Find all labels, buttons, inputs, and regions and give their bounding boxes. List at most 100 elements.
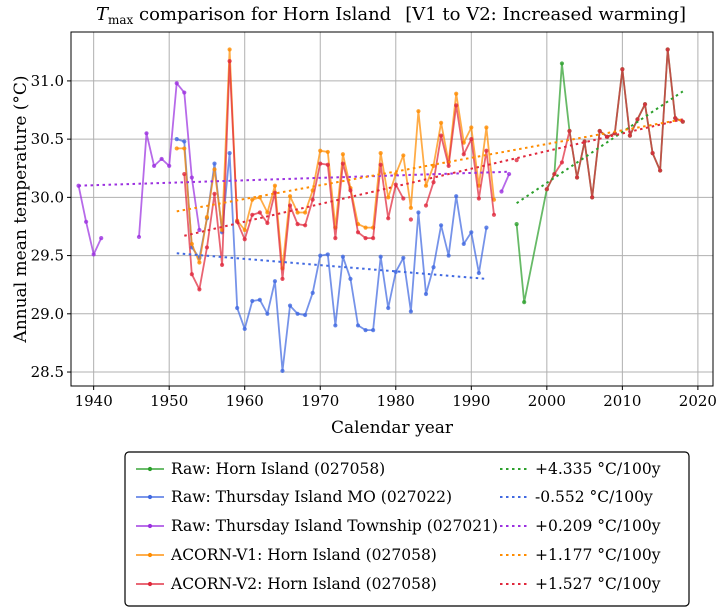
data-point — [227, 59, 232, 64]
data-point — [484, 148, 489, 153]
data-point — [212, 161, 217, 166]
data-point — [265, 311, 270, 316]
data-point — [454, 91, 459, 96]
data-point — [469, 125, 474, 130]
data-point — [303, 312, 308, 318]
trend-line-3 — [176, 118, 683, 213]
data-point — [136, 234, 142, 240]
data-point — [212, 191, 217, 196]
data-point — [340, 152, 346, 157]
data-point — [423, 291, 429, 297]
data-point — [287, 203, 293, 208]
trend-line-4 — [184, 118, 684, 237]
data-point — [673, 116, 678, 121]
legend-label: Raw: Thursday Island MO (027022) — [171, 488, 452, 506]
data-point — [401, 196, 406, 201]
x-tick-label: 1960 — [226, 392, 264, 410]
data-point — [658, 168, 663, 173]
data-point — [99, 236, 104, 241]
data-point — [174, 81, 179, 86]
data-point — [272, 190, 278, 195]
legend-trend-label: +1.527 °C/100y — [535, 575, 661, 593]
data-point — [484, 125, 489, 130]
data-point — [167, 163, 172, 169]
data-point — [325, 252, 330, 257]
x-tick-label: 1940 — [75, 392, 113, 410]
data-point — [227, 47, 232, 52]
legend-label: Raw: Thursday Island Township (027021) — [171, 517, 498, 535]
data-point — [204, 215, 210, 220]
series-line-4 — [183, 60, 405, 291]
legend-swatch-marker — [147, 552, 153, 558]
data-point — [386, 305, 391, 311]
x-tick-label: 2020 — [679, 392, 717, 410]
data-point — [242, 326, 247, 332]
data-point — [408, 205, 413, 210]
data-point — [363, 225, 368, 230]
trend-line-0 — [516, 90, 684, 205]
data-point — [182, 171, 187, 177]
data-point — [242, 227, 247, 233]
data-point — [227, 151, 232, 156]
data-point — [250, 197, 255, 202]
data-point — [182, 146, 187, 151]
data-point — [597, 128, 602, 134]
legend-swatch-marker — [147, 581, 153, 587]
data-point — [552, 171, 557, 177]
data-point — [333, 236, 338, 241]
series-line-2 — [500, 173, 510, 192]
data-point — [401, 255, 406, 261]
data-point — [627, 133, 633, 138]
data-point — [318, 253, 323, 258]
data-point — [680, 119, 685, 124]
data-point — [287, 303, 293, 308]
data-point — [438, 120, 444, 125]
data-point — [386, 216, 391, 221]
x-tick-label: 1950 — [150, 392, 188, 410]
data-point — [348, 276, 353, 281]
data-point — [287, 194, 293, 199]
legend-trend-label: -0.552 °C/100y — [535, 488, 653, 506]
plot-area — [76, 47, 685, 373]
data-point — [408, 309, 413, 314]
data-point — [514, 222, 519, 227]
data-point — [408, 217, 413, 222]
data-point — [559, 160, 565, 165]
series-line-4 — [425, 104, 495, 215]
trend-line-1 — [176, 252, 487, 280]
data-point — [197, 287, 202, 292]
data-point — [144, 131, 149, 136]
data-point — [182, 139, 187, 144]
data-point — [363, 328, 368, 333]
x-tick-label: 1970 — [301, 392, 339, 410]
data-point — [431, 265, 436, 270]
series-line-2 — [77, 185, 103, 256]
data-point — [484, 225, 489, 230]
data-point — [522, 300, 527, 305]
data-point — [250, 212, 255, 217]
data-point — [303, 210, 308, 215]
data-point — [325, 149, 330, 155]
data-point — [446, 163, 451, 169]
data-point — [416, 210, 421, 215]
data-point — [431, 180, 436, 185]
data-point — [401, 153, 406, 158]
data-point — [371, 328, 376, 333]
y-tick-label: 30.0 — [31, 188, 64, 206]
data-point — [590, 195, 595, 200]
data-point — [325, 162, 330, 167]
data-point — [665, 47, 670, 52]
data-point — [476, 196, 481, 201]
x-tick-label: 2000 — [528, 392, 566, 410]
data-point — [355, 323, 361, 328]
chart-title: Tmax comparison for Horn Island [V1 to V2… — [96, 4, 686, 27]
data-point — [182, 90, 187, 95]
data-point — [378, 151, 383, 156]
data-point — [454, 103, 459, 108]
data-point — [438, 223, 444, 228]
legend-label: ACORN-V2: Horn Island (027058) — [170, 575, 437, 593]
data-point — [219, 262, 225, 267]
data-point — [514, 157, 519, 163]
data-point — [318, 161, 323, 166]
